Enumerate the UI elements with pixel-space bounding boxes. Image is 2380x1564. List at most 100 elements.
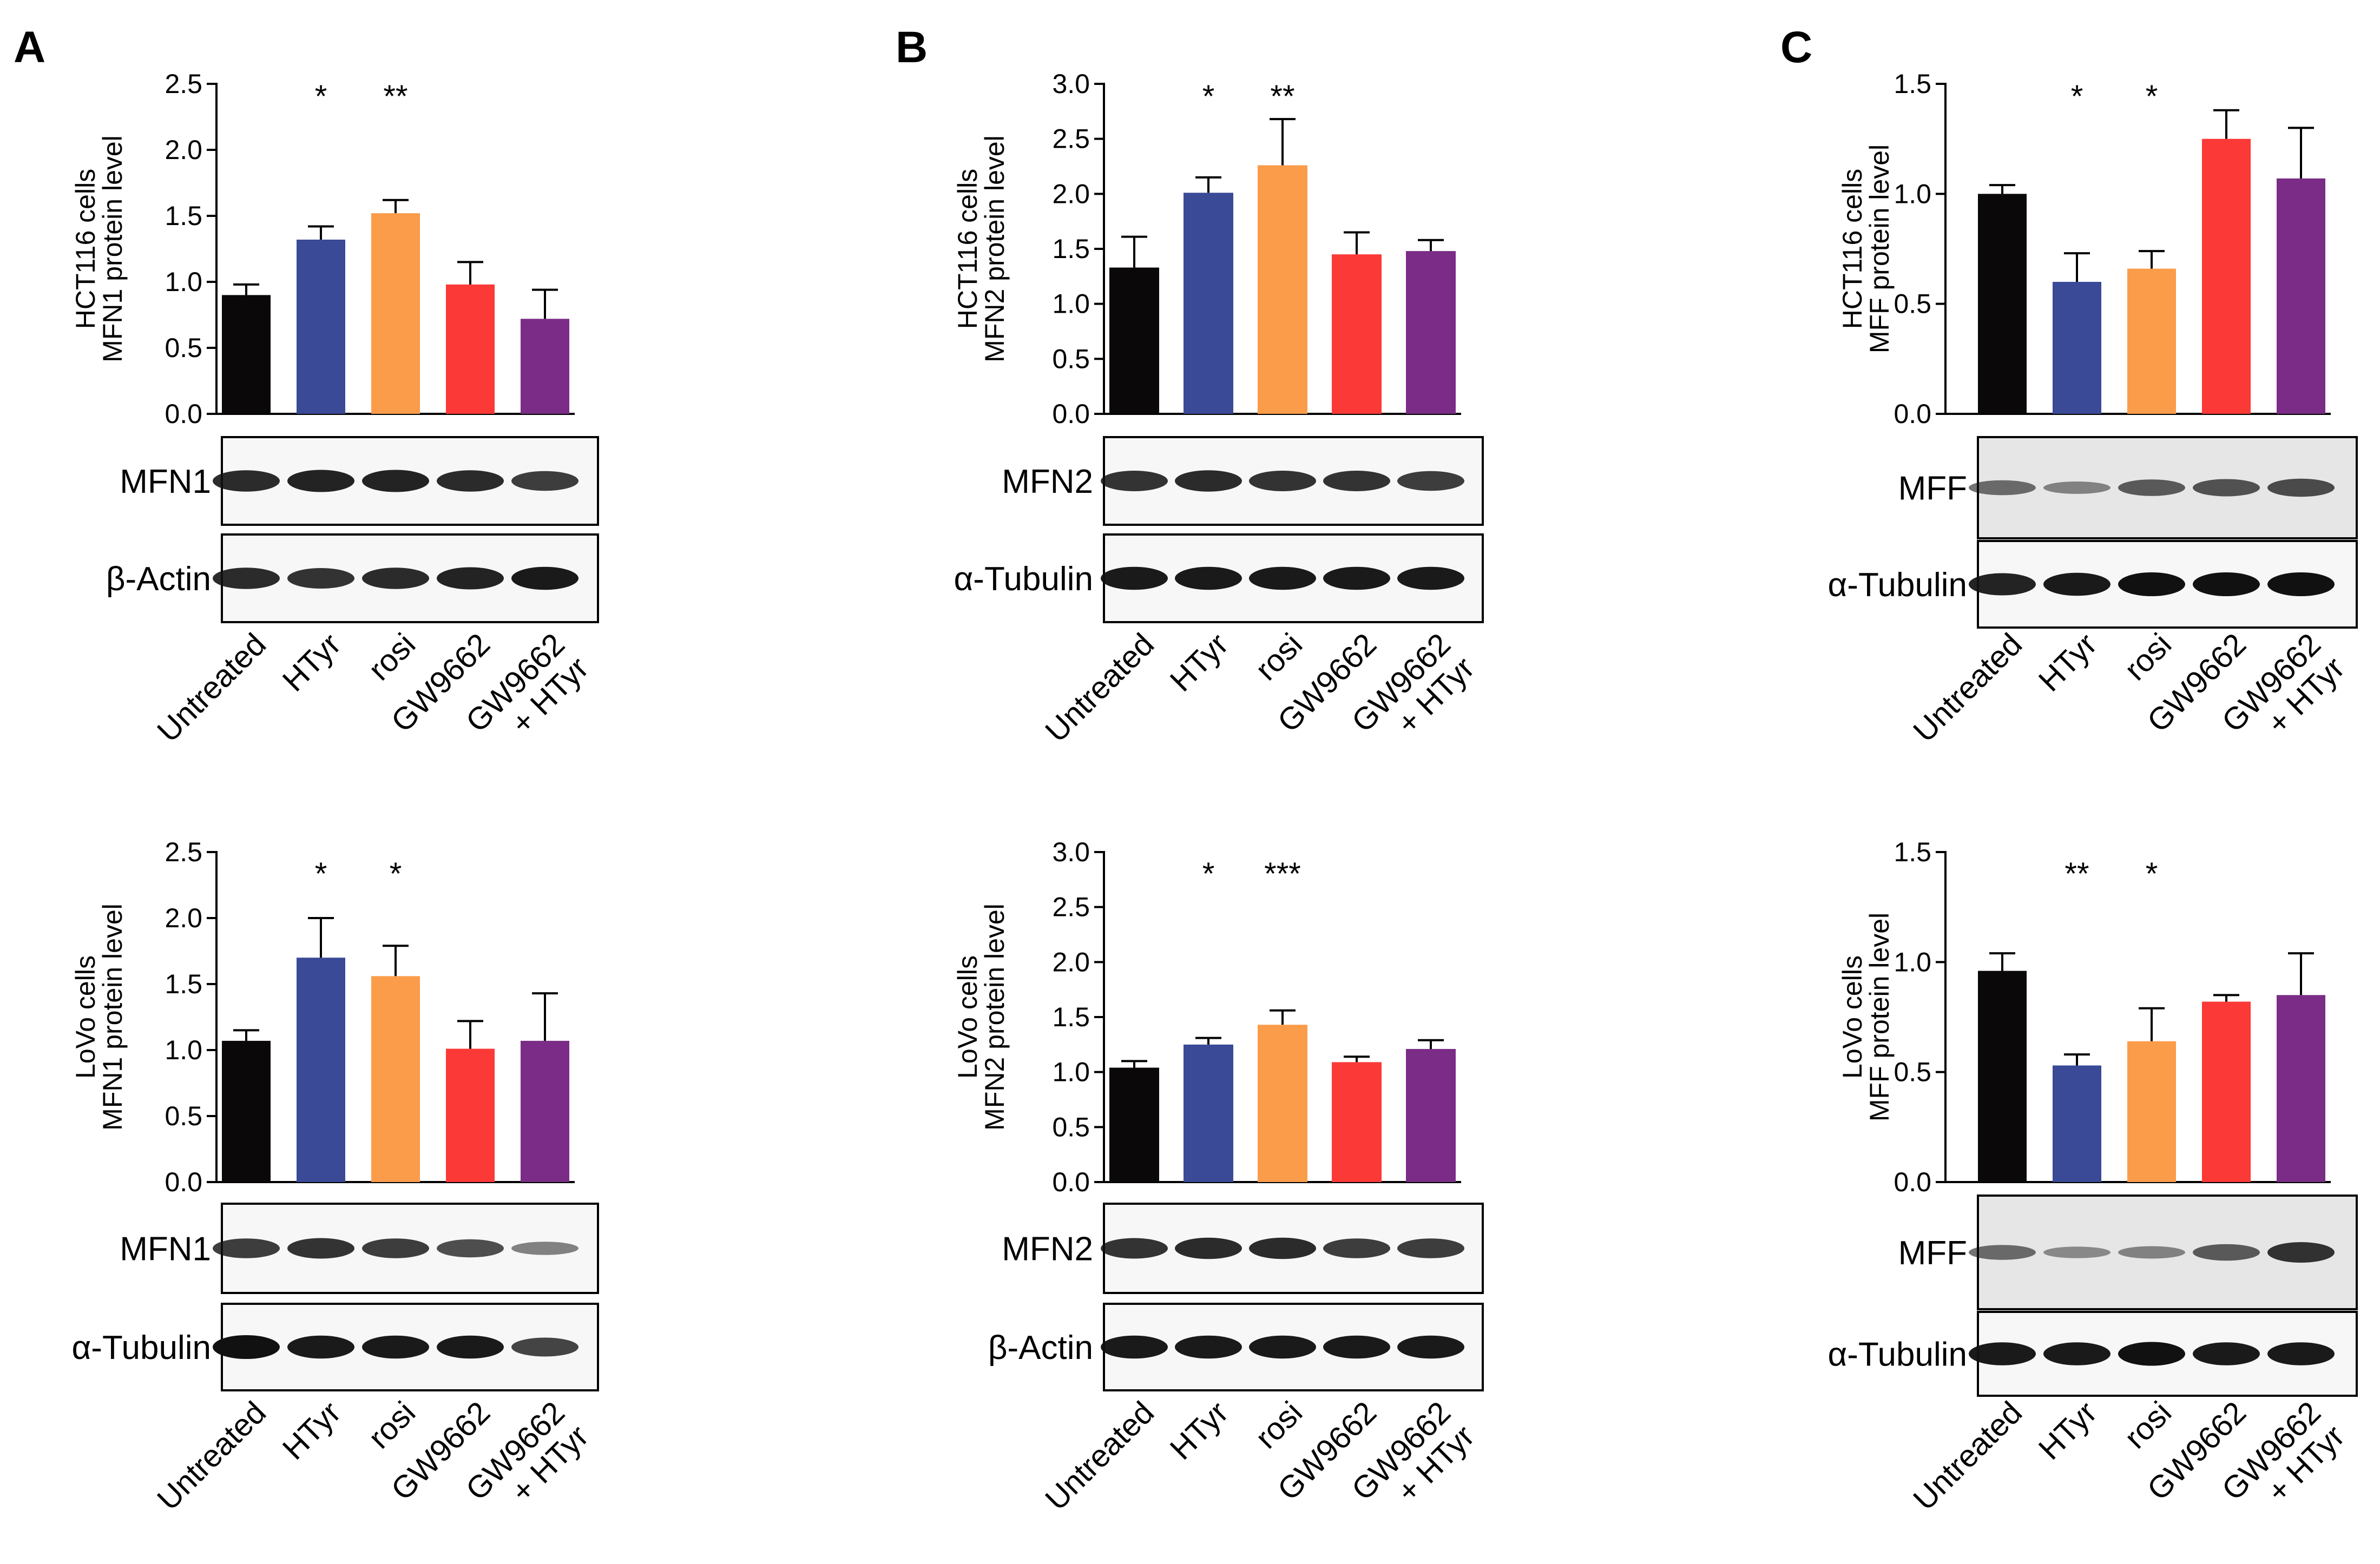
bar — [222, 1040, 271, 1182]
y-tick-label: 0.0 — [1052, 1167, 1090, 1197]
y-tick-label: 2.5 — [1052, 892, 1090, 922]
bar — [2053, 282, 2101, 414]
blot-band — [287, 1335, 354, 1359]
category-label: Untreated — [150, 1395, 273, 1517]
significance-label: ** — [383, 79, 407, 114]
category-label-line: Untreated — [1038, 1395, 1161, 1517]
blot-band — [213, 1335, 280, 1359]
bar — [521, 1040, 569, 1182]
significance-label: * — [1202, 79, 1215, 114]
bar — [297, 958, 345, 1182]
y-axis-label: MFN2 protein level — [979, 903, 1010, 1131]
significance-label: ** — [2065, 856, 2089, 892]
blot--actin: β-Actin — [106, 533, 599, 623]
bar — [1258, 1025, 1307, 1182]
category-label-line: HTyr — [1163, 626, 1235, 698]
blot-band — [1175, 470, 1242, 492]
bar — [2277, 178, 2325, 414]
category-label-line: HTyr — [276, 1395, 348, 1467]
blot--actin: β-Actin — [988, 1303, 1484, 1391]
significance-label: * — [2071, 79, 2083, 114]
blot-band — [287, 470, 354, 492]
significance-label: *** — [1264, 856, 1301, 892]
blot-band — [1249, 471, 1316, 491]
category-label-line: rosi — [1248, 626, 1309, 687]
blot-band — [1397, 471, 1464, 491]
bar — [1109, 267, 1159, 414]
blot-band — [1323, 566, 1390, 590]
blot-label: MFN1 — [120, 463, 211, 500]
category-label: Untreated — [1906, 1395, 2029, 1517]
blot-band — [1249, 1335, 1316, 1359]
category-label: rosi — [2118, 626, 2178, 687]
blot-band — [437, 470, 504, 492]
category-label-line: HTyr — [2032, 626, 2104, 698]
y-tick-label: 2.5 — [165, 69, 202, 99]
significance-label: * — [315, 856, 327, 892]
category-label: HTyr — [2032, 1395, 2104, 1467]
blot--tubulin: α-Tubulin — [1827, 1311, 2358, 1397]
category-label-line: Untreated — [1906, 1395, 2029, 1517]
category-label: rosi — [1248, 1395, 1309, 1455]
blot-label: α-Tubulin — [1827, 566, 1967, 604]
bar — [1258, 165, 1307, 414]
y-tick-label: 2.0 — [1052, 179, 1090, 209]
blot-band — [511, 566, 578, 590]
y-tick-label: 1.0 — [1052, 289, 1090, 319]
category-label: HTyr — [2032, 626, 2104, 698]
panel-letter-B: B — [896, 23, 928, 72]
y-axis-label: MFF protein level — [1864, 913, 1895, 1121]
y-axis-label: HCT116 cells — [70, 169, 101, 329]
blot--tubulin: α-Tubulin — [1827, 540, 2358, 629]
y-axis-label: HCT116 cells — [952, 169, 983, 329]
y-tick-label: 2.5 — [165, 837, 202, 867]
y-tick-label: 2.0 — [1052, 947, 1090, 977]
category-label-line: HTyr — [2032, 1395, 2104, 1467]
bar — [1406, 251, 1456, 414]
category-label-line: Untreated — [150, 1395, 273, 1517]
bar — [2202, 138, 2251, 414]
y-tick-label: 2.0 — [165, 135, 202, 165]
blot-band — [1101, 1238, 1168, 1259]
bar — [1184, 193, 1233, 414]
blot-label: α-Tubulin — [1827, 1336, 1967, 1374]
bar — [2277, 995, 2325, 1182]
blot-band — [2193, 1244, 2260, 1261]
blot-band — [2267, 1242, 2335, 1263]
blot-band — [511, 1337, 578, 1357]
bar — [1406, 1048, 1456, 1182]
category-label: rosi — [2118, 1395, 2178, 1455]
blot-mfn2: MFN2 — [1002, 436, 1484, 526]
blot-band — [1101, 566, 1168, 590]
category-label-line: rosi — [1248, 1395, 1309, 1455]
bar — [521, 319, 569, 414]
category-label-line: HTyr — [1163, 1395, 1235, 1467]
blot-mfn1: MFN1 — [120, 436, 599, 526]
blot-label: MFN2 — [1002, 1231, 1093, 1268]
blot-band — [511, 1242, 578, 1255]
blot-mfn2: MFN2 — [1002, 1203, 1484, 1294]
blot-band — [1323, 471, 1390, 491]
bar — [2202, 1001, 2251, 1182]
category-label-line: rosi — [361, 626, 422, 687]
y-tick-label: 0.0 — [1894, 1167, 1931, 1197]
bar — [371, 976, 420, 1182]
blot-band — [2267, 572, 2335, 596]
y-tick-label: 2.0 — [165, 903, 202, 933]
blot-band — [1397, 566, 1464, 590]
category-label: HTyr — [276, 626, 348, 698]
bar — [1109, 1067, 1159, 1182]
y-tick-label: 1.0 — [165, 1035, 202, 1065]
blot-band — [213, 470, 280, 492]
blot-band — [2193, 479, 2260, 497]
bar — [2127, 268, 2176, 414]
bar — [297, 239, 345, 414]
blot-band — [1101, 471, 1168, 491]
blot-label: MFN2 — [1002, 463, 1093, 500]
blot-band — [2193, 572, 2260, 596]
